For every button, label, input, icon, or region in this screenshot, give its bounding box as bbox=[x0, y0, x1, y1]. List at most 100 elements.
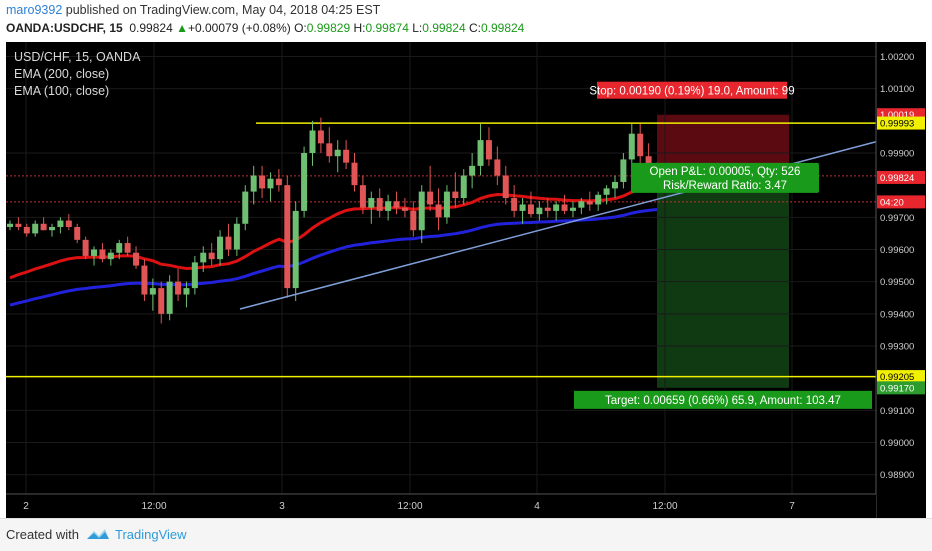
legend-symbol: USD/CHF, 15, OANDA bbox=[14, 50, 141, 64]
ema-200-line bbox=[9, 208, 658, 307]
candle-body bbox=[494, 159, 501, 176]
price-label-box bbox=[877, 170, 925, 184]
candle-body bbox=[82, 239, 89, 256]
ohlc-line: OANDA:USDCHF, 15 0.99824 ▲+0.00079 (+0.0… bbox=[6, 21, 524, 35]
candle-body bbox=[359, 185, 366, 208]
candle-body bbox=[233, 223, 240, 250]
time-axis-bg bbox=[6, 494, 876, 518]
candle-body bbox=[7, 223, 13, 227]
candle-body bbox=[443, 191, 450, 218]
last-price: 0.99824 bbox=[129, 21, 173, 35]
candle-body bbox=[317, 130, 324, 144]
author-link[interactable]: maro9392 bbox=[6, 3, 63, 17]
position-zones bbox=[657, 114, 789, 388]
low-label: L: bbox=[412, 21, 423, 35]
candle-body bbox=[107, 252, 114, 260]
candle-body bbox=[536, 207, 543, 215]
candle-body bbox=[15, 223, 22, 227]
candle-body bbox=[250, 175, 257, 192]
price-label-box bbox=[877, 370, 925, 384]
price-tick: 1.00200 bbox=[880, 52, 914, 63]
candle-body bbox=[469, 165, 476, 176]
price-tick: 0.99400 bbox=[880, 309, 914, 320]
candle-body bbox=[225, 236, 232, 250]
candle-body bbox=[452, 191, 459, 199]
change-value: +0.00079 (+0.08%) bbox=[187, 21, 291, 35]
time-tick: 4 bbox=[534, 501, 540, 512]
open-value: 0.99829 bbox=[306, 21, 351, 35]
candle-body bbox=[637, 133, 644, 157]
grid bbox=[6, 42, 876, 494]
price-label-box bbox=[877, 381, 925, 395]
price-label: 0.99205 bbox=[880, 372, 914, 383]
candle-body bbox=[628, 133, 635, 160]
candle-body bbox=[116, 243, 123, 253]
candle-body bbox=[578, 201, 585, 208]
candle-body bbox=[368, 198, 375, 208]
price-tick: 0.99700 bbox=[880, 213, 914, 224]
chart-canvas[interactable]: Stop: 0.00190 (0.19%) 19.0, Amount: 99 Op… bbox=[6, 42, 926, 518]
position-labels: Stop: 0.00190 (0.19%) 19.0, Amount: 99 Op… bbox=[574, 81, 872, 409]
close-label: C: bbox=[468, 21, 481, 35]
candle-body bbox=[23, 226, 30, 234]
candle-body bbox=[586, 201, 593, 205]
candle-body bbox=[435, 204, 442, 218]
candle-body bbox=[284, 185, 291, 289]
candle-body bbox=[393, 201, 400, 208]
candle-body bbox=[326, 143, 333, 157]
published-text: published on TradingView.com, May 04, 20… bbox=[62, 3, 381, 17]
candle-body bbox=[410, 210, 417, 231]
close-value: 0.99824 bbox=[480, 21, 525, 35]
time-axis[interactable]: 2 12:00 3 12:00 4 12:00 7 bbox=[6, 493, 876, 518]
candle-body bbox=[183, 288, 190, 295]
stop-label-box bbox=[597, 81, 787, 99]
pnl-label-box bbox=[631, 162, 819, 193]
candle-body bbox=[149, 288, 156, 295]
target-label: Target: 0.00659 (0.66%) 65.9, Amount: 10… bbox=[605, 395, 841, 407]
high-label: H: bbox=[353, 21, 366, 35]
time-tick: 3 bbox=[279, 501, 285, 512]
candle-body bbox=[217, 236, 224, 260]
candle-body bbox=[242, 191, 249, 224]
moving-averages bbox=[9, 186, 658, 307]
price-label-box bbox=[877, 116, 925, 130]
tradingview-logo-icon bbox=[87, 529, 109, 539]
candle-body bbox=[519, 204, 526, 211]
candle-body bbox=[32, 223, 39, 234]
price-axis[interactable]: 1.00200 1.00100 0.99900 0.99700 0.99600 0.995… bbox=[875, 42, 926, 518]
target-label-box bbox=[574, 390, 872, 409]
candle-body bbox=[208, 252, 215, 260]
candle-body bbox=[385, 201, 392, 211]
price-tick: 1.00100 bbox=[880, 84, 914, 95]
candle-body bbox=[124, 243, 131, 253]
candle-body bbox=[57, 220, 64, 227]
price-label: 0.99993 bbox=[880, 119, 914, 130]
candle-body bbox=[460, 175, 467, 199]
candle-body bbox=[99, 249, 106, 260]
open-label: O: bbox=[294, 21, 307, 35]
candle-body bbox=[40, 223, 47, 231]
candle-body bbox=[544, 207, 551, 211]
candle-body bbox=[603, 188, 610, 195]
candle-body bbox=[267, 178, 274, 189]
time-tick: 12:00 bbox=[141, 501, 166, 512]
stop-label: Stop: 0.00190 (0.19%) 19.0, Amount: 99 bbox=[589, 86, 794, 98]
footer: Created with TradingView bbox=[0, 518, 932, 551]
candle-body bbox=[418, 191, 425, 231]
price-label: 0.99824 bbox=[880, 173, 914, 184]
candle-body bbox=[485, 140, 492, 160]
candle-body bbox=[620, 159, 627, 182]
price-label: 0.99170 bbox=[880, 383, 914, 394]
time-tick: 12:00 bbox=[652, 501, 677, 512]
candle-body bbox=[334, 149, 341, 157]
chart-pane[interactable]: Stop: 0.00190 (0.19%) 19.0, Amount: 99 Op… bbox=[6, 42, 926, 518]
price-tick: 0.99900 bbox=[880, 148, 914, 159]
price-tick: 0.98900 bbox=[880, 470, 914, 481]
candle-body bbox=[292, 210, 299, 289]
tradingview-brand-link[interactable]: TradingView bbox=[115, 527, 187, 542]
candle-body bbox=[351, 162, 358, 186]
high-value: 0.99874 bbox=[365, 21, 409, 35]
candle-body bbox=[141, 265, 148, 295]
candle-body bbox=[502, 175, 509, 199]
price-label: 04:20 bbox=[880, 197, 904, 208]
